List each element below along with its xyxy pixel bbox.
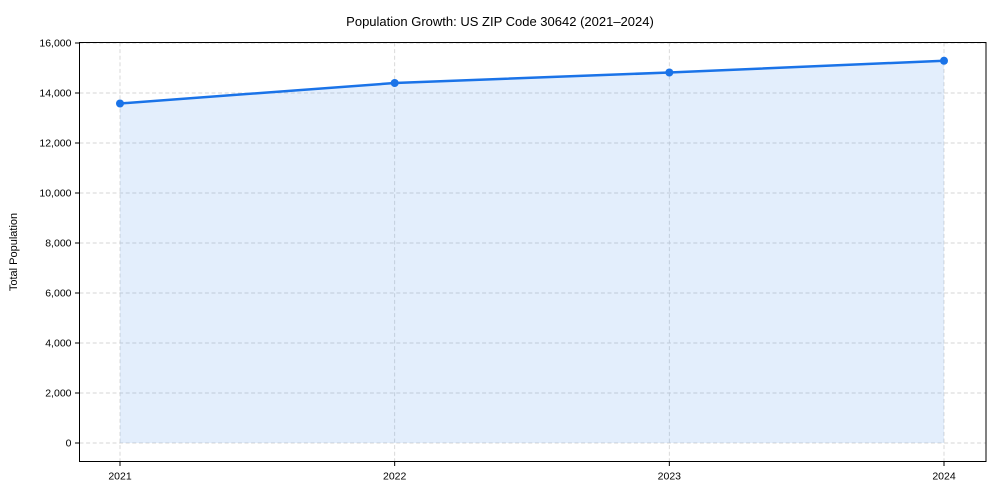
x-tick-label: 2022 xyxy=(383,471,407,483)
y-tick-label: 14,000 xyxy=(39,88,71,100)
y-tick-label: 2,000 xyxy=(45,388,71,400)
y-axis-label: Total Population xyxy=(8,213,20,291)
y-tick-label: 6,000 xyxy=(45,288,71,300)
area-fill xyxy=(120,60,944,443)
plot-border xyxy=(79,42,987,462)
y-tick-label: 12,000 xyxy=(39,138,71,150)
y-tick-label: 16,000 xyxy=(39,38,71,50)
data-point-2023 xyxy=(665,68,674,77)
chart-title: Population Growth: US ZIP Code 30642 (20… xyxy=(346,14,654,29)
data-point-2022 xyxy=(390,79,399,87)
y-tick-label: 8,000 xyxy=(45,238,71,250)
x-tick-label: 2024 xyxy=(932,471,956,483)
population-line xyxy=(118,59,946,105)
x-tick-label: 2021 xyxy=(108,471,132,483)
y-tick-label: 0 xyxy=(66,438,72,450)
data-point-2024 xyxy=(940,56,948,65)
x-tick-label: 2023 xyxy=(658,471,682,483)
y-tick-label: 4,000 xyxy=(45,338,71,350)
data-point-2021 xyxy=(116,99,124,108)
y-tick-label: 10,000 xyxy=(39,188,71,200)
